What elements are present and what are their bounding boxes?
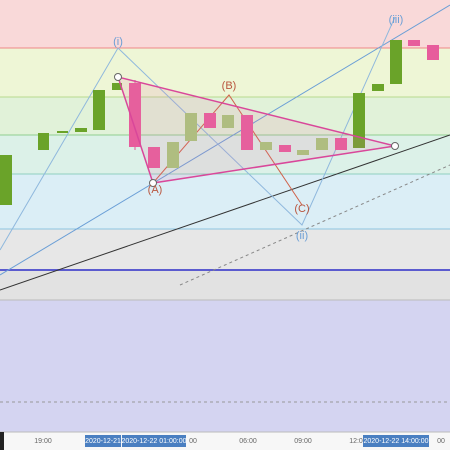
wave-label: (ii) <box>296 230 308 242</box>
time-label: 00 <box>437 438 445 445</box>
time-label: 12:0 <box>349 438 363 445</box>
time-label: 06:00 <box>239 438 257 445</box>
time-label: 09:00 <box>294 438 312 445</box>
time-highlight: 2020-12-21 <box>85 438 121 445</box>
wave-label: (A) <box>148 184 163 196</box>
time-highlight: 2020-12-22 01:00:00 <box>122 438 187 445</box>
time-label: 00 <box>189 438 197 445</box>
fib-bands <box>0 0 450 432</box>
candles <box>0 40 439 205</box>
wave-label: (C) <box>294 203 309 215</box>
time-highlight: 2020-12-22 14:00:00 <box>364 438 429 445</box>
wave-label: (B) <box>222 80 237 92</box>
triangle-pattern <box>114 73 399 187</box>
wave-label: (i) <box>113 36 123 48</box>
trend-lines <box>0 4 450 291</box>
wave-labels: (i) (ii) (iii) (A) (B) (C) <box>113 14 403 242</box>
time-label: 19:00 <box>34 438 52 445</box>
wave-label: (iii) <box>389 14 404 26</box>
time-axis: 19:00 2020-12-21 2020-12-22 01:00:00 00 … <box>0 431 450 450</box>
